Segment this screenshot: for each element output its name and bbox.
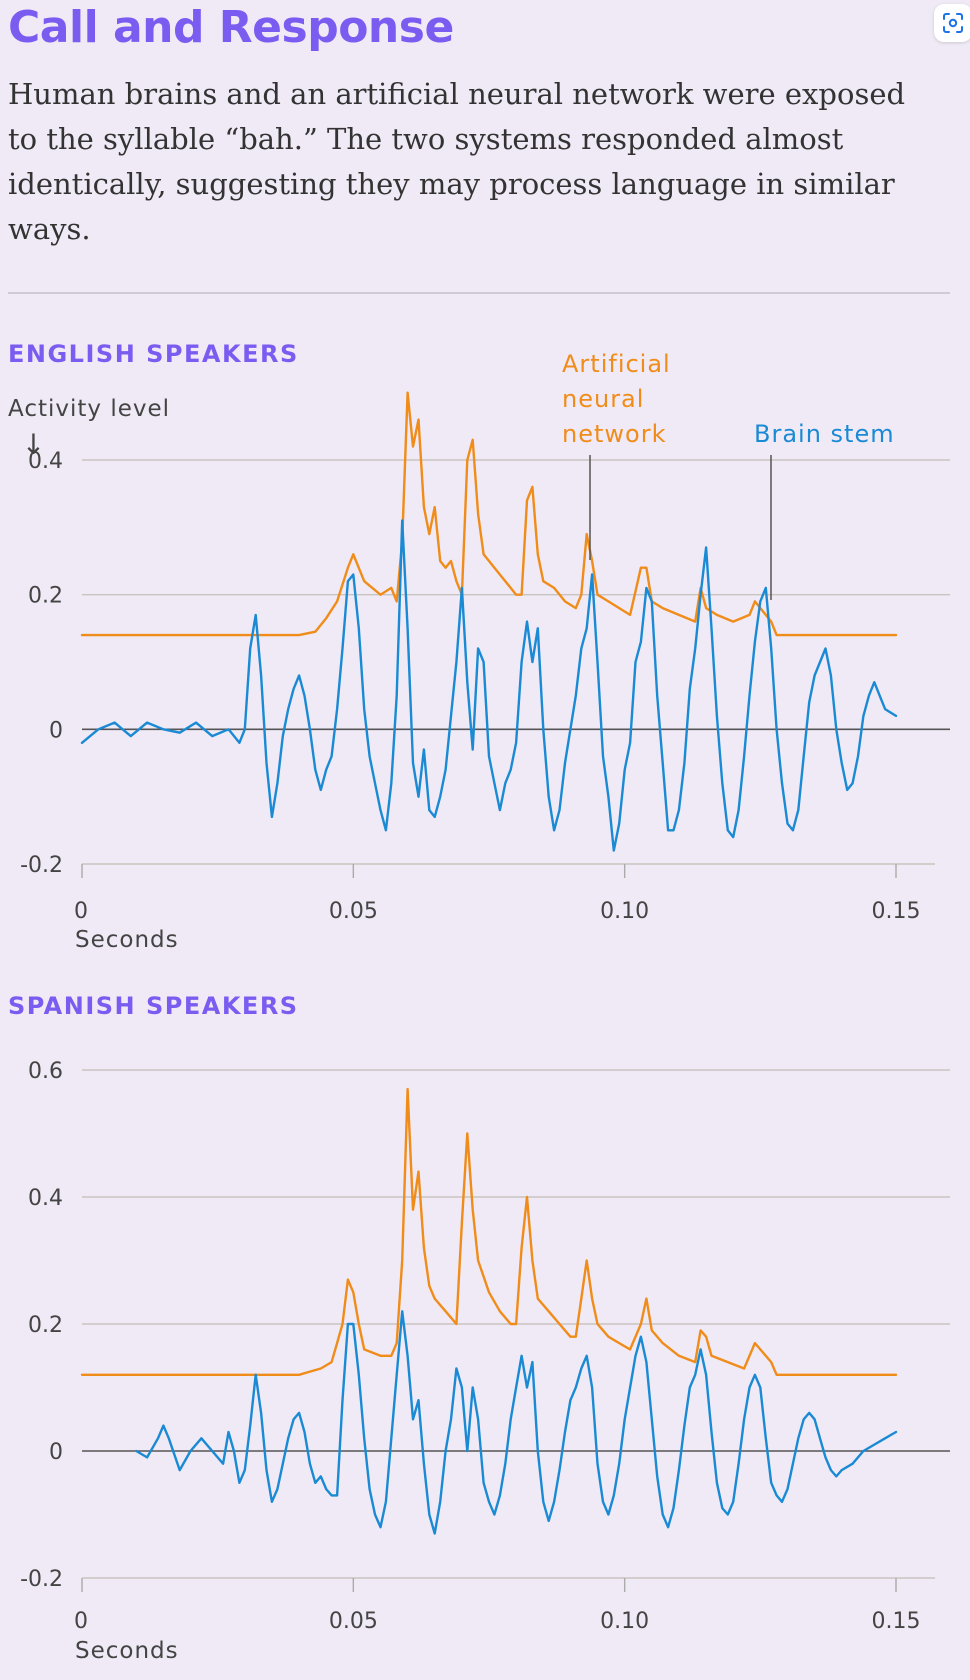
- y-tick-label: 0: [49, 1440, 63, 1465]
- scan-icon: [943, 13, 963, 33]
- y-tick-labels: 0.6 0.4 0.2 0 -0.2: [20, 1059, 63, 1592]
- x-tick-label: 0: [74, 899, 88, 924]
- section-label-spanish: SPANISH SPEAKERS: [8, 992, 299, 1020]
- y-tick-label: -0.2: [20, 1567, 63, 1592]
- x-tick-labels: 0 0.05 0.10 0.15: [74, 899, 920, 924]
- x-tick-label: 0.05: [329, 899, 378, 924]
- y-tick-label: 0.4: [28, 1186, 63, 1211]
- x-tick-label: 0.15: [872, 1609, 921, 1634]
- x-tick-label: 0.15: [872, 899, 921, 924]
- spanish-speakers-chart: SPANISH SPEAKERS 0.6 0.4 0.2 0 -0.2 0 0.05 0.1…: [8, 992, 950, 1664]
- y-tick-label: 0.6: [28, 1059, 63, 1084]
- x-tick-label: 0.10: [600, 1609, 649, 1634]
- annotation-neural-network: Artificial neural network: [562, 350, 679, 560]
- y-axis-arrow-icon: ↓: [22, 428, 46, 461]
- y-tick-label: -0.2: [20, 853, 63, 878]
- series-brain-stem-line: [135, 1310, 898, 1535]
- anno-line-1: Artificial: [562, 350, 671, 378]
- x-tick-label: 0: [74, 1609, 88, 1634]
- x-axis-label: Seconds: [75, 927, 179, 953]
- annotation-label-brain-stem: Brain stem: [754, 420, 895, 448]
- english-speakers-chart: ENGLISH SPEAKERS Activity level ↓ 0.4 0.2…: [8, 340, 950, 953]
- series-neural-network-line: [80, 1087, 898, 1376]
- anno-line-2: neural: [562, 385, 644, 413]
- x-tick-label: 0.10: [600, 899, 649, 924]
- x-tick-label: 0.05: [329, 1609, 378, 1634]
- y-tick-label: 0.4: [28, 449, 63, 474]
- annotation-label-neural-network: Artificial neural network: [562, 350, 679, 448]
- y-axis-label: Activity level: [8, 396, 170, 422]
- y-tick-label: 0: [49, 718, 63, 743]
- page-title: Call and Response: [8, 2, 454, 53]
- gridlines: [81, 459, 950, 878]
- description: Human brains and an artificial neural ne…: [8, 77, 906, 246]
- series-neural-network-line: [80, 391, 898, 637]
- series-group: [80, 391, 898, 852]
- annotation-brain-stem: Brain stem: [754, 420, 895, 600]
- x-axis-label: Seconds: [75, 1638, 179, 1664]
- y-tick-label: 0.2: [28, 1313, 63, 1338]
- y-tick-labels: 0.4 0.2 0 -0.2: [20, 449, 63, 878]
- gridlines: [81, 1069, 950, 1592]
- anno-line-3: network: [562, 420, 666, 448]
- series-brain-stem-line: [80, 519, 898, 852]
- x-tick-labels: 0 0.05 0.10 0.15: [74, 1609, 920, 1634]
- section-label-english: ENGLISH SPEAKERS: [8, 340, 299, 368]
- series-group: [80, 1087, 898, 1535]
- lens-button[interactable]: [934, 4, 970, 42]
- y-tick-label: 0.2: [28, 584, 63, 609]
- divider: [8, 292, 950, 294]
